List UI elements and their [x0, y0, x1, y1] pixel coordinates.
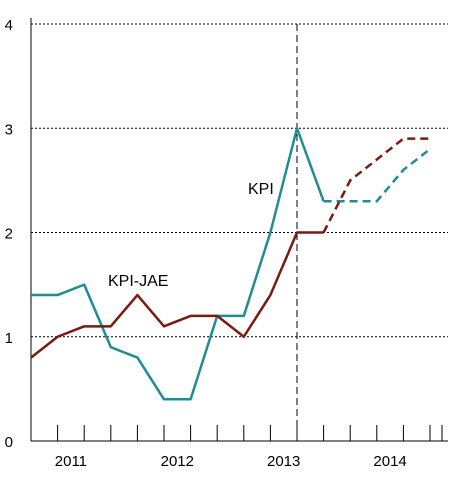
y-tick-label: 4 [5, 17, 13, 34]
x-year-label: 2014 [373, 453, 406, 470]
x-year-label: 2011 [55, 453, 87, 470]
series-label-kpi-jae: KPI-JAE [108, 273, 168, 290]
y-tick-label: 3 [5, 121, 13, 138]
y-tick-label: 1 [5, 330, 13, 347]
series-label-kpi: KPI [248, 181, 274, 198]
y-tick-label: 2 [5, 226, 13, 243]
series-forecast-kpi [323, 148, 431, 203]
gridlines [30, 18, 448, 442]
series-line-kpi-jae [30, 231, 324, 359]
y-axis-ticks: 0 1 2 3 4 [5, 17, 13, 451]
series-forecast-kpi-jae [322, 137, 430, 234]
y-tick-label: 0 [5, 434, 13, 451]
x-axis: 2011 2012 2013 2014 [30, 425, 443, 470]
series-line-kpi [31, 127, 325, 401]
x-year-label: 2013 [267, 453, 300, 470]
x-year-label: 2012 [161, 453, 194, 470]
series-lines [30, 127, 431, 401]
